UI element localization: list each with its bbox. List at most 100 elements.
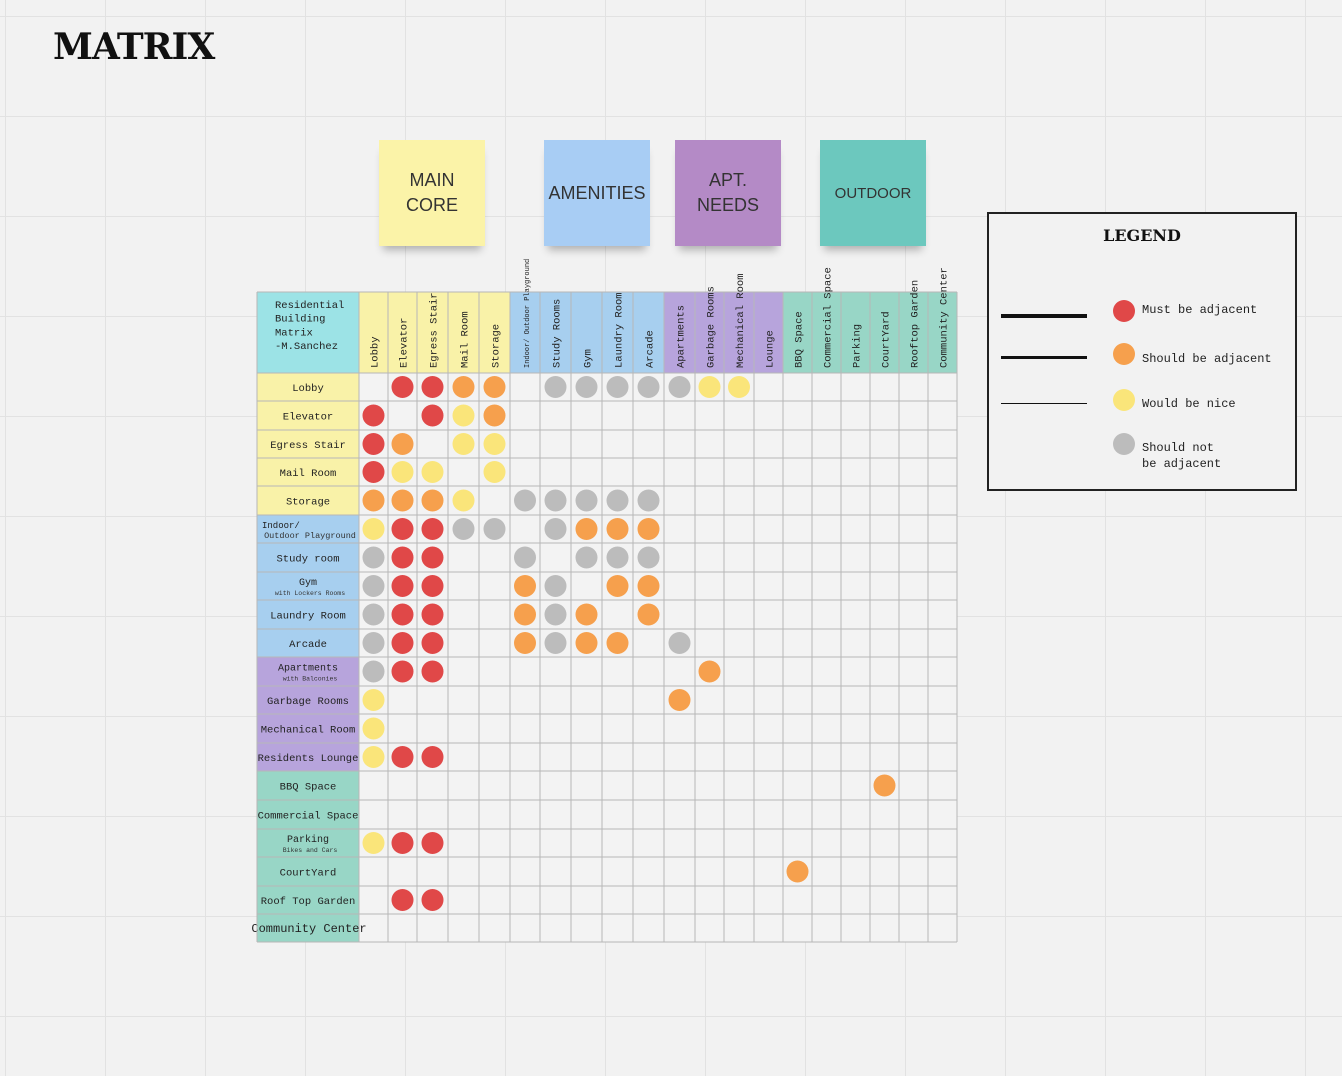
matrix-dot-r [391,603,414,626]
matrix-dot-y [362,689,385,711]
matrix-dot-r [391,575,414,597]
matrix-dot-g [606,546,629,569]
matrix-dot-g [544,489,567,512]
row-header-label: Residents Lounge [258,753,359,765]
sticky-note-apt-needs[interactable]: APT. NEEDS [675,140,781,246]
matrix-dot-y [483,433,506,455]
matrix-dot-o [575,632,598,654]
column-header-11 [695,292,724,373]
row-header-1 [257,401,359,430]
matrix-dot-r [362,433,385,455]
row-header-label: Mechanical Room [261,725,356,737]
column-header-7 [571,292,602,373]
row-header-label: Storage [286,497,330,509]
sticky-note-amenities[interactable]: AMENITIES [544,140,650,246]
legend-label-should-not: Should not be adjacent [1142,441,1222,471]
column-header-9 [633,292,664,373]
matrix-dot-g [483,518,506,540]
matrix-dot-r [391,376,414,398]
matrix-dot-r [421,603,444,626]
matrix-dot-o [668,689,691,711]
matrix-dot-r [391,632,414,654]
page-title: MATRIX [53,26,215,68]
matrix-dot-y [362,717,385,740]
matrix-dot-o [786,860,809,883]
matrix-dot-g [452,518,475,540]
sticky-note-label: APT. NEEDS [696,170,759,215]
column-header-label: Lobby [370,336,382,368]
matrix-dot-g [362,546,385,569]
matrix-dot-o [421,489,444,512]
row-header-sublabel: with Lockers Rooms [275,590,345,597]
sticky-note-main-core[interactable]: MAIN CORE [379,140,485,246]
column-header-label: Mechanical Room [735,273,747,368]
column-header-label: Gym [583,349,595,368]
row-header-11 [257,686,359,714]
legend-label-should: Should be adjacent [1142,352,1272,366]
row-header-label: Lobby [292,383,324,395]
matrix-dot-o [483,404,506,427]
column-header-label: Indoor/ Outdoor Playground [524,259,532,368]
column-header-12 [724,292,754,373]
sticky-note-outdoor[interactable]: OUTDOOR [820,140,926,246]
row-header-label: Indoor/ [262,521,300,531]
matrix-dot-o [514,632,536,654]
row-header-2 [257,430,359,458]
row-header-7 [257,572,359,600]
matrix-dot-o [637,518,660,540]
legend-dot-orange [1113,343,1135,365]
row-header-label: BBQ Space [280,782,337,794]
matrix-dot-y [452,489,475,512]
matrix-dot-o [606,632,629,654]
column-header-1 [388,292,417,373]
matrix-dot-o [391,433,414,455]
matrix-dot-g [544,575,567,597]
row-header-14 [257,771,359,800]
sticky-note-label: OUTDOOR [834,184,912,202]
column-header-4 [479,292,510,373]
row-header-label: Laundry Room [270,611,346,623]
column-header-15 [812,292,841,373]
row-header-label: Garbage Rooms [267,696,349,708]
matrix-dot-r [391,660,414,683]
column-header-label: BBQ Space [794,311,806,368]
matrix-dot-r [391,546,414,569]
legend-label-must: Must be adjacent [1142,303,1258,317]
matrix-dot-g [544,603,567,626]
column-header-label: Arcade [645,330,657,368]
row-header-17 [257,857,359,886]
column-header-label: Garbage Rooms [706,286,718,368]
matrix-dot-o [362,489,385,512]
matrix-dot-y [421,461,444,483]
column-header-label: Lounge [765,330,777,368]
matrix-dot-r [421,832,444,854]
matrix-dot-r [421,746,444,768]
row-header-8 [257,600,359,629]
matrix-dot-g [362,632,385,654]
column-header-8 [602,292,633,373]
row-header-18 [257,886,359,914]
column-header-13 [754,292,783,373]
column-header-2 [417,292,448,373]
column-header-label: Rooftop Garden [910,280,922,368]
matrix-dot-g [606,376,629,398]
matrix-dot-y [391,461,414,483]
matrix-dot-o [873,774,896,797]
matrix-dot-r [421,404,444,427]
matrix-dot-y [728,376,750,398]
row-header-label: Roof Top Garden [261,896,356,908]
column-header-label: Study Rooms [552,299,564,368]
matrix-dot-r [362,461,385,483]
column-header-label: Storage [491,324,503,368]
matrix-dot-r [421,518,444,540]
matrix-dot-o [575,518,598,540]
column-header-label: Commercial Space [823,267,835,368]
legend[interactable]: LEGEND Must be adjacent Should be adjace… [987,212,1297,491]
matrix-dot-g [362,660,385,683]
matrix-dot-o [637,603,660,626]
column-header-3 [448,292,479,373]
column-header-0 [359,292,388,373]
matrix-dot-o [606,575,629,597]
column-header-label: Elevator [399,318,411,368]
